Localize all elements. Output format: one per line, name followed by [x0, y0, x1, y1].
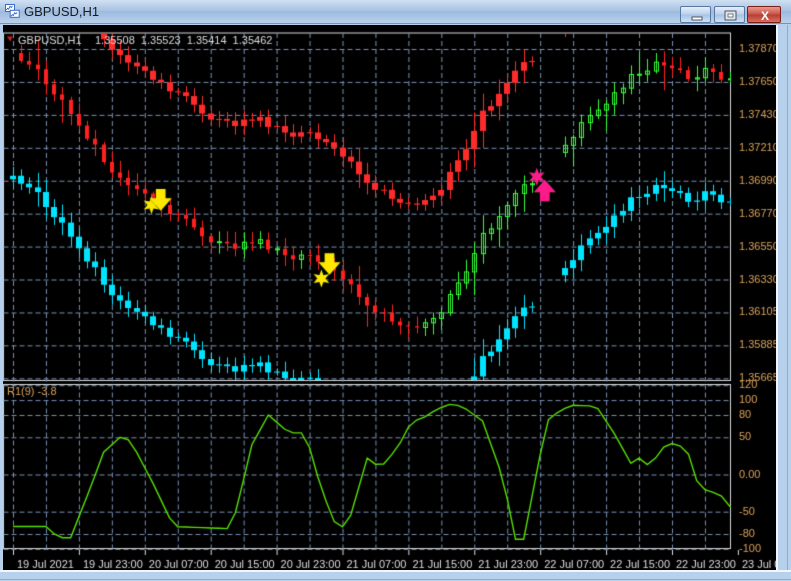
svg-text:X: X — [761, 9, 769, 23]
